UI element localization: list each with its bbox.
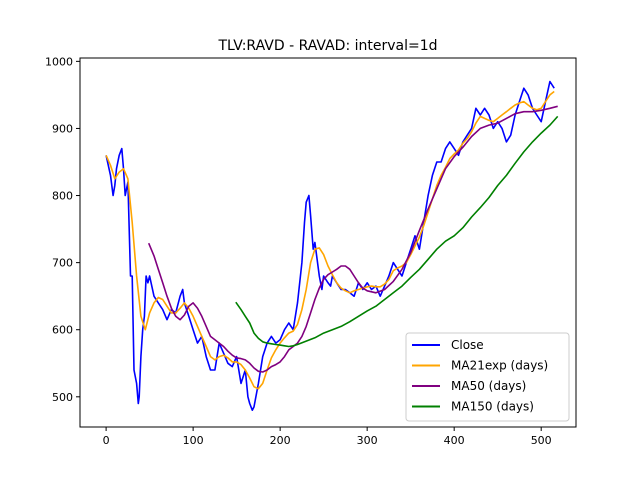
y-tick-label: 700 (52, 257, 73, 270)
plot-area (105, 80, 559, 412)
y-tick-label: 900 (52, 122, 73, 135)
legend-label-ma150-days: MA150 (days) (451, 400, 534, 414)
legend: Close MA21exp (days) MA50 (days) MA150 (day… (405, 332, 570, 422)
legend-label-ma21exp-days: MA21exp (days) (451, 359, 548, 373)
x-tick-label: 300 (357, 434, 378, 447)
x-tick-label: 500 (531, 434, 552, 447)
legend-box (405, 332, 570, 422)
axes: 0 100 200 300 400 500 500 600 700 800 900 1000 (45, 55, 577, 447)
x-tick-label: 100 (183, 434, 204, 447)
series-line-ma50-days (147, 105, 558, 373)
y-tick-label: 800 (52, 190, 73, 203)
x-tick-label: 200 (270, 434, 291, 447)
series-line-close (105, 80, 555, 412)
y-tick-label: 500 (52, 391, 73, 404)
x-tick-label: 400 (444, 434, 465, 447)
chart-title: TLV:RAVD - RAVAD: interval=1d (217, 38, 437, 54)
legend-label-close: Close (451, 338, 484, 352)
legend-label-ma50-days: MA50 (days) (451, 379, 526, 393)
y-tick-label: 600 (52, 324, 73, 337)
series-line-ma21exp-days (105, 90, 555, 390)
x-tick-label: 0 (103, 434, 110, 447)
series-line-ma150-days (235, 115, 559, 348)
y-tick-label: 1000 (45, 55, 73, 68)
axes-frame (79, 57, 577, 428)
